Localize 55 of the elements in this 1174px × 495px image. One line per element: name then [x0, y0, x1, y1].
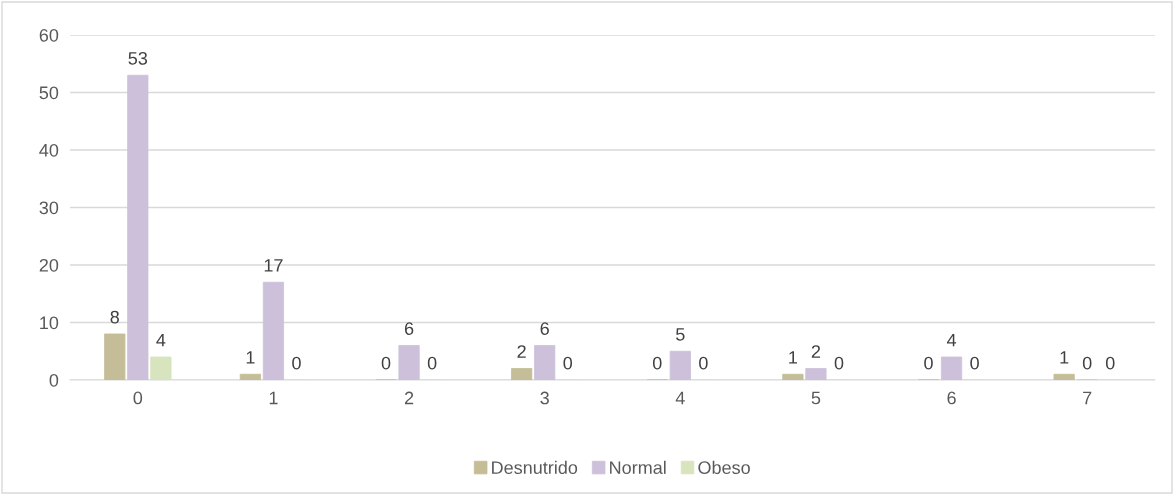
y-tick-label: 20 — [39, 258, 59, 272]
bar — [398, 345, 420, 380]
data-label: 6 — [540, 322, 549, 335]
data-label: 0 — [699, 356, 708, 370]
bar — [511, 368, 533, 380]
data-label: 4 — [156, 333, 166, 347]
data-label: 0 — [563, 356, 573, 370]
x-tick-label: 2 — [404, 391, 414, 405]
y-tick-label: 40 — [39, 143, 59, 157]
bar — [239, 373, 261, 380]
legend-label: Obeso — [698, 460, 750, 475]
bar — [262, 281, 285, 380]
data-label: 5 — [676, 328, 685, 341]
data-label: 8 — [110, 310, 119, 324]
data-label: 53 — [128, 51, 148, 65]
bar — [1053, 373, 1075, 380]
bar — [940, 356, 963, 380]
data-label: 0 — [381, 356, 391, 370]
bar — [150, 356, 172, 380]
x-tick-label: 0 — [133, 391, 143, 405]
y-tick-label: 30 — [39, 201, 59, 215]
x-tick-label: 4 — [675, 391, 685, 405]
data-label: 1 — [246, 351, 255, 364]
data-label: 2 — [811, 345, 821, 358]
y-tick-label: 10 — [40, 316, 59, 330]
bar — [127, 74, 149, 380]
bar — [104, 333, 126, 380]
data-label: 0 — [834, 356, 844, 370]
data-label: 0 — [924, 356, 933, 370]
data-label: 0 — [427, 356, 437, 370]
y-tick-label: 60 — [39, 28, 59, 42]
data-label: 0 — [1082, 356, 1092, 370]
data-label: 2 — [517, 345, 526, 358]
data-label: 1 — [1060, 351, 1069, 364]
bar — [534, 345, 556, 380]
x-tick-label: 5 — [811, 391, 821, 405]
data-label: 0 — [652, 356, 662, 370]
data-label: 6 — [404, 322, 414, 335]
x-tick-label: 7 — [1083, 391, 1092, 405]
y-tick-label: 0 — [49, 373, 59, 387]
x-tick-label: 6 — [947, 391, 956, 405]
legend-label: Desnutrido — [492, 460, 578, 475]
y-tick-label: 50 — [39, 86, 59, 100]
data-label: 17 — [264, 259, 283, 272]
data-label: 4 — [946, 333, 957, 347]
x-tick-label: 3 — [540, 391, 549, 405]
x-tick-label: 1 — [269, 391, 278, 405]
bar — [782, 373, 804, 380]
legend-label: Normal — [610, 460, 666, 475]
bar — [669, 350, 691, 380]
data-label: 0 — [970, 356, 979, 370]
bar — [805, 368, 827, 380]
data-label: 0 — [292, 356, 301, 370]
data-label: 0 — [1105, 356, 1115, 370]
data-label: 1 — [789, 351, 798, 364]
